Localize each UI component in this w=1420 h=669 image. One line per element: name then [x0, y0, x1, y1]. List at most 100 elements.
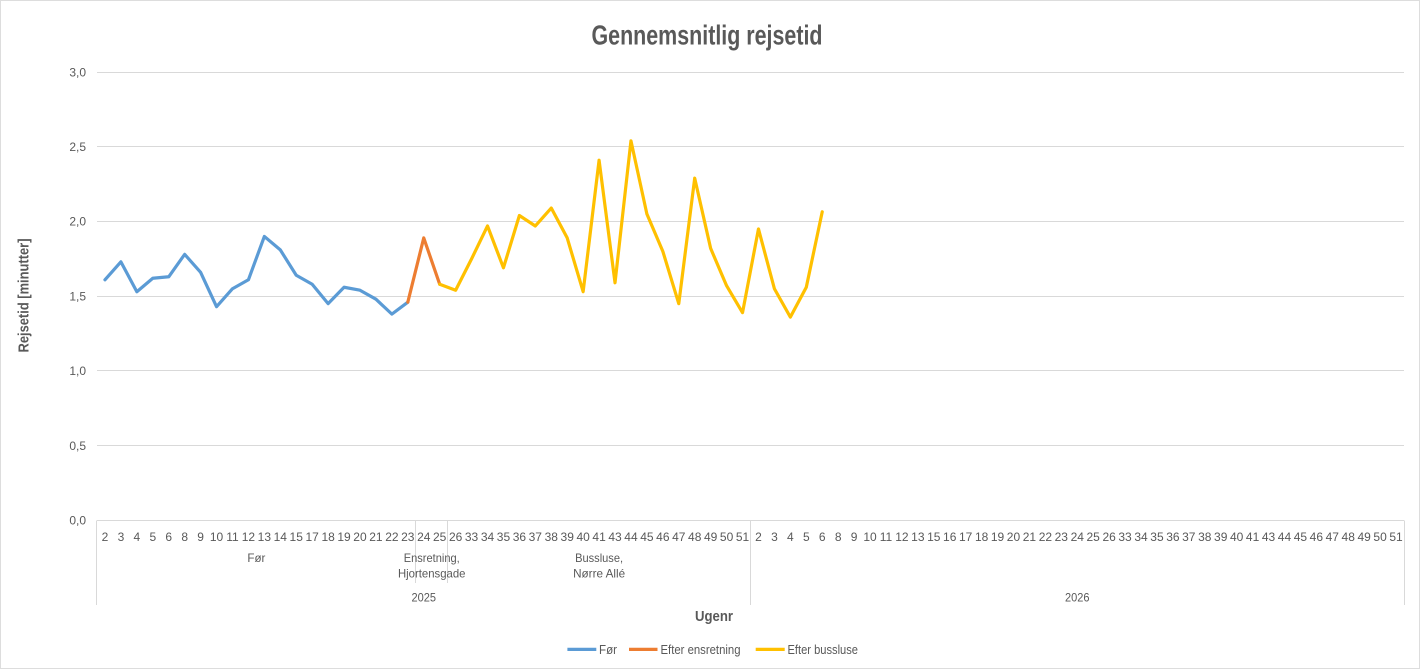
svg-text:Ensretning,: Ensretning,	[404, 551, 460, 565]
svg-text:0,5: 0,5	[69, 439, 86, 453]
svg-text:8: 8	[835, 530, 842, 544]
svg-text:5: 5	[803, 530, 810, 544]
svg-text:18: 18	[321, 530, 335, 544]
svg-text:36: 36	[513, 530, 527, 544]
svg-text:46: 46	[656, 530, 670, 544]
svg-text:4: 4	[787, 530, 794, 544]
svg-text:19: 19	[337, 530, 351, 544]
svg-text:40: 40	[1230, 530, 1244, 544]
svg-text:10: 10	[210, 530, 224, 544]
svg-text:11: 11	[880, 530, 893, 544]
svg-text:17: 17	[306, 530, 320, 544]
svg-text:1,0: 1,0	[69, 364, 86, 378]
svg-text:Nørre Allé: Nørre Allé	[573, 567, 625, 581]
svg-text:12: 12	[895, 530, 909, 544]
svg-text:8: 8	[181, 530, 188, 544]
svg-text:38: 38	[545, 530, 559, 544]
svg-text:Før: Før	[599, 643, 617, 657]
svg-text:25: 25	[1087, 530, 1101, 544]
svg-text:Før: Før	[247, 551, 265, 565]
svg-text:22: 22	[1039, 530, 1053, 544]
svg-text:20: 20	[1007, 530, 1021, 544]
svg-text:49: 49	[1357, 530, 1371, 544]
svg-text:13: 13	[911, 530, 925, 544]
svg-text:51: 51	[736, 530, 750, 544]
svg-text:2025: 2025	[412, 591, 437, 605]
svg-text:2: 2	[102, 530, 109, 544]
svg-text:40: 40	[576, 530, 590, 544]
svg-text:45: 45	[1294, 530, 1308, 544]
svg-text:Bussluse,: Bussluse,	[575, 551, 623, 565]
svg-text:38: 38	[1198, 530, 1212, 544]
svg-text:10: 10	[863, 530, 877, 544]
svg-text:51: 51	[1389, 530, 1403, 544]
svg-text:47: 47	[672, 530, 686, 544]
svg-text:39: 39	[561, 530, 575, 544]
svg-text:34: 34	[481, 530, 495, 544]
svg-text:45: 45	[640, 530, 654, 544]
svg-text:39: 39	[1214, 530, 1228, 544]
svg-text:12: 12	[242, 530, 256, 544]
svg-text:20: 20	[353, 530, 367, 544]
svg-text:Efter bussluse: Efter bussluse	[788, 643, 859, 657]
svg-text:15: 15	[927, 530, 941, 544]
svg-text:3,0: 3,0	[69, 65, 86, 79]
svg-text:43: 43	[608, 530, 622, 544]
svg-text:14: 14	[274, 530, 288, 544]
svg-text:24: 24	[417, 530, 431, 544]
svg-text:34: 34	[1134, 530, 1148, 544]
svg-text:9: 9	[197, 530, 204, 544]
svg-text:13: 13	[258, 530, 272, 544]
svg-text:2,0: 2,0	[69, 215, 86, 229]
svg-text:6: 6	[165, 530, 172, 544]
svg-text:35: 35	[1150, 530, 1164, 544]
svg-text:46: 46	[1310, 530, 1324, 544]
svg-text:17: 17	[959, 530, 973, 544]
svg-text:26: 26	[1102, 530, 1116, 544]
svg-text:23: 23	[401, 530, 415, 544]
svg-text:2,5: 2,5	[69, 140, 86, 154]
svg-text:Gennemsnitlig rejsetid: Gennemsnitlig rejsetid	[592, 20, 823, 51]
svg-text:41: 41	[592, 530, 606, 544]
svg-text:5: 5	[149, 530, 156, 544]
svg-text:1,5: 1,5	[69, 289, 86, 303]
svg-text:3: 3	[118, 530, 125, 544]
svg-text:50: 50	[720, 530, 734, 544]
svg-text:44: 44	[1278, 530, 1292, 544]
svg-text:15: 15	[290, 530, 304, 544]
svg-text:26: 26	[449, 530, 463, 544]
svg-text:35: 35	[497, 530, 511, 544]
svg-text:44: 44	[624, 530, 638, 544]
svg-text:36: 36	[1166, 530, 1180, 544]
svg-text:22: 22	[385, 530, 399, 544]
svg-text:50: 50	[1373, 530, 1387, 544]
svg-text:25: 25	[433, 530, 447, 544]
svg-text:0,0: 0,0	[69, 514, 86, 528]
svg-text:9: 9	[851, 530, 858, 544]
svg-text:37: 37	[529, 530, 543, 544]
svg-text:Ugenr: Ugenr	[695, 608, 733, 625]
svg-text:6: 6	[819, 530, 826, 544]
svg-text:19: 19	[991, 530, 1005, 544]
svg-text:47: 47	[1326, 530, 1340, 544]
svg-text:48: 48	[1342, 530, 1356, 544]
svg-text:18: 18	[975, 530, 989, 544]
svg-text:2026: 2026	[1065, 591, 1090, 605]
svg-text:37: 37	[1182, 530, 1196, 544]
svg-text:23: 23	[1055, 530, 1069, 544]
svg-text:33: 33	[465, 530, 479, 544]
svg-text:43: 43	[1262, 530, 1276, 544]
svg-text:11: 11	[226, 530, 239, 544]
svg-text:21: 21	[369, 530, 383, 544]
svg-text:Hjortensgade: Hjortensgade	[398, 567, 466, 581]
svg-text:4: 4	[134, 530, 141, 544]
svg-text:3: 3	[771, 530, 778, 544]
svg-text:21: 21	[1023, 530, 1037, 544]
svg-text:2: 2	[755, 530, 762, 544]
svg-text:48: 48	[688, 530, 702, 544]
svg-text:Rejsetid [minutter]: Rejsetid [minutter]	[16, 239, 33, 353]
svg-text:41: 41	[1246, 530, 1260, 544]
svg-text:16: 16	[943, 530, 957, 544]
svg-text:49: 49	[704, 530, 718, 544]
svg-text:24: 24	[1071, 530, 1085, 544]
